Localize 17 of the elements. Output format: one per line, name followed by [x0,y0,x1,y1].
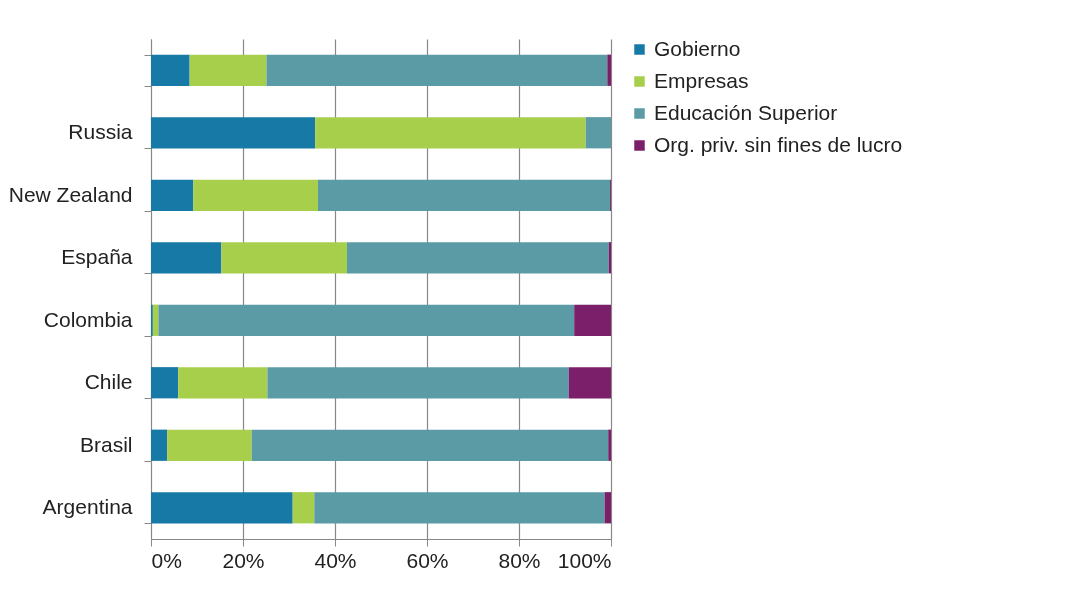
legend-label: Gobierno [654,36,741,60]
legend-label: Educación Superior [654,100,838,124]
y-tick-label: Colombia [43,307,133,331]
y-tick-label: Chile [84,370,133,394]
x-tick-label: 0% [151,548,182,572]
x-tick-label: 20% [222,548,265,572]
x-tick-label: 60% [406,548,449,572]
legend-label: Empresas [654,68,749,92]
y-tick-label: New Zealand [8,182,133,206]
y-tick-label: Brasil [79,432,133,456]
y-tick-label: Argentina [42,495,133,519]
x-tick-label: 80% [498,548,541,572]
legend-label: Org. priv. sin fines de lucro [654,132,903,156]
x-tick-label: 40% [314,548,357,572]
y-tick-label: España [61,245,133,269]
y-tick-label: Russia [68,120,133,144]
x-tick-label: 100% [557,548,612,572]
